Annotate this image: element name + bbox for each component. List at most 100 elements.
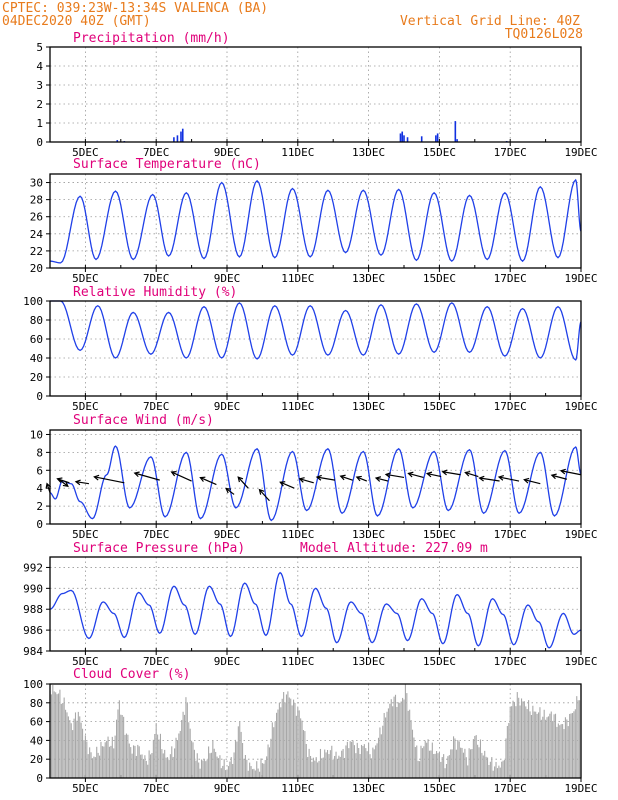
wind-arrow-head [523,477,530,484]
wind-arrow-shaft [225,487,235,495]
wind-arrow-head [384,472,391,479]
cloud-bar [89,747,91,778]
wind-arrow-shaft [94,476,125,484]
x-tick-label: 17DEC [494,655,527,668]
wind-arrow [478,475,500,482]
cloud-bar [455,749,457,778]
cloud-bar [307,756,309,778]
wind-arrow [170,471,192,482]
cloud-bar [183,714,186,778]
cloud-bar [304,731,306,778]
cloud-bar [404,684,406,778]
x-tick-label: 15DEC [423,146,456,159]
x-tick-label: 17DEC [494,528,527,541]
cloud-bar [488,764,490,778]
y-tick-label: 992 [23,561,43,574]
x-tick-label: 7DEC [143,146,170,159]
wind-series-line [49,445,582,522]
x-tick-label: 17DEC [494,146,527,159]
cloud-bar [428,750,431,778]
wind-arrow-shaft [498,476,520,482]
y-tick-label: 984 [23,645,43,658]
cloud-bar [277,709,279,778]
wind-arrow-shaft [299,478,314,484]
cloud-bar [335,751,337,778]
wind-arrow [74,479,90,486]
x-tick-label: 15DEC [423,528,456,541]
cloud-bar [553,714,555,778]
cloud-bar [574,709,576,778]
precip-bar [454,121,457,142]
cloud-bar [577,700,579,778]
x-tick-label: 11DEC [281,272,314,285]
cloud-bar [571,713,574,778]
cloud-bar [155,723,157,778]
cloud-bar [256,761,258,778]
pressure-series-line [49,571,582,649]
panel-pressure: 984 986 988 990 992 5DEC 7DEC 9DEC 11DEC 13DEC 15D… [23,541,597,668]
cloud-bar [413,737,415,778]
cloud-bar [261,763,263,778]
wind-arrow [441,469,461,476]
wind-arrow-head [425,471,433,478]
cloud-bar [458,741,460,778]
cloud-bar [321,758,323,778]
cloud-bar [492,770,494,778]
cloud-bar [138,746,140,778]
cloud-bar [234,739,237,778]
cloud-bar [470,749,472,778]
precip-bar [456,139,458,142]
panel-title-cloud: Cloud Cover (%) [73,667,190,682]
cloud-bar [215,751,217,778]
cloud-bar [427,739,429,778]
cloud-bar [110,745,112,778]
cloud-bar [345,745,347,778]
cloud-bar [56,694,58,778]
cloud-bar [376,743,378,778]
wind-arrow-head [550,473,557,480]
cloud-bar [55,692,57,778]
wind-arrow-head [374,476,382,482]
cloud-bar [317,762,319,778]
cloud-bar [300,718,302,778]
cloud-bar [80,722,82,778]
cloud-bar [87,754,89,778]
y-tick-label: 80 [30,314,43,327]
x-tick-label: 9DEC [214,272,241,285]
cloud-bar [355,753,357,778]
cloud-bar [217,758,220,778]
cloud-bar [172,756,174,778]
cloud-bar [117,709,119,778]
panel-title-pressure: Surface Pressure (hPa) [73,541,245,556]
cloud-bar [407,710,409,778]
panel-frame [49,173,582,269]
cloud-bar [154,733,156,778]
cloud-bar [414,747,416,778]
wind-arrow [315,474,336,481]
cloud-bar [365,748,367,778]
precip-bar [399,133,402,142]
x-tick-label: 15DEC [423,782,456,795]
cloud-bar [462,752,465,778]
cloud-bar [223,759,225,778]
wind-arrow [237,476,249,489]
cloud-bar [319,748,322,778]
cloud-bar [506,725,508,778]
cloud-bar [123,716,125,778]
panel-frame [49,556,582,652]
cloud-bar [171,746,173,778]
cloud-bar [481,752,483,778]
cloud-bar [543,709,545,778]
x-tick-label: 5DEC [72,400,99,413]
cloud-bar [52,685,54,778]
x-tick-label: 11DEC [281,400,314,413]
x-tick-label: 13DEC [352,528,385,541]
cloud-bar [295,715,297,778]
cloud-bar [383,712,385,778]
wind-arrow-head [225,487,232,494]
wind-arrow [550,473,567,480]
cloud-bar [202,760,204,778]
wind-arrow-head [407,471,414,478]
x-tick-label: 9DEC [214,782,241,795]
cloud-bar [77,711,79,778]
